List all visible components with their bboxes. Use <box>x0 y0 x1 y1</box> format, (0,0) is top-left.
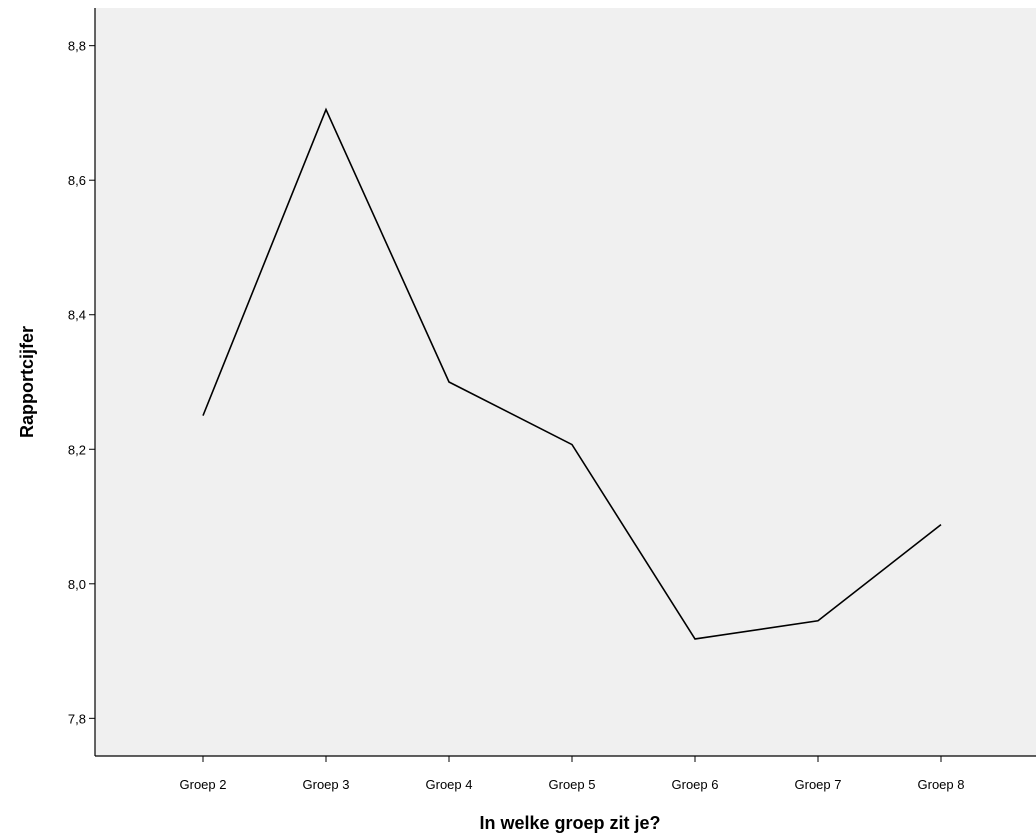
y-tick-label: 8,0 <box>68 577 86 592</box>
y-tick-label: 8,4 <box>68 308 86 323</box>
x-tick-label: Groep 8 <box>918 777 965 792</box>
y-tick-label: 7,8 <box>68 711 86 726</box>
y-tick-label: 8,2 <box>68 442 86 457</box>
y-axis-title: Rapportcijfer <box>17 326 37 438</box>
x-axis-ticks: Groep 2 Groep 3 Groep 4 Groep 5 Groep 6 Groep… <box>180 756 965 792</box>
plot-area <box>95 8 1036 756</box>
x-tick-label: Groep 6 <box>672 777 719 792</box>
series-line <box>202 107 942 640</box>
y-tick-label: 8,8 <box>68 39 86 54</box>
x-tick-label: Groep 7 <box>795 777 842 792</box>
x-tick-label: Groep 4 <box>426 777 473 792</box>
x-tick-label: Groep 3 <box>303 777 350 792</box>
x-tick-label: Groep 5 <box>549 777 596 792</box>
y-axis-ticks: 7,8 8,0 8,2 8,4 8,6 8,8 <box>68 39 95 726</box>
x-tick-label: Groep 2 <box>180 777 227 792</box>
y-tick-label: 8,6 <box>68 173 86 188</box>
x-axis-title: In welke groep zit je? <box>479 813 660 833</box>
series-group <box>202 107 942 640</box>
